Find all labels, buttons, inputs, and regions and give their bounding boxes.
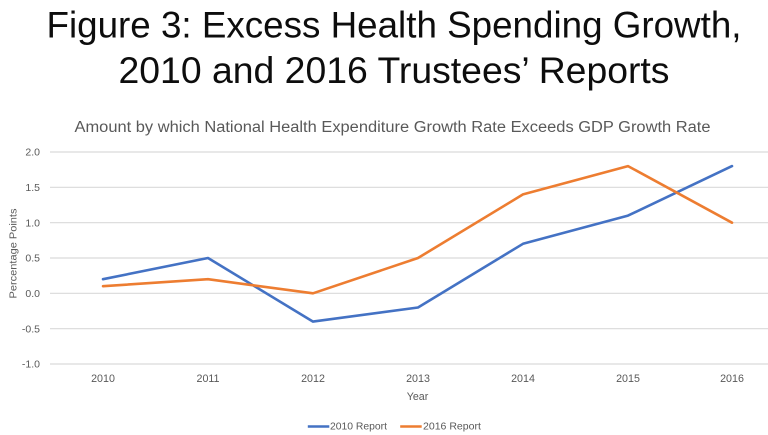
svg-text:2010: 2010 <box>91 373 115 385</box>
svg-text:2016: 2016 <box>720 373 744 385</box>
svg-text:2011: 2011 <box>197 373 220 385</box>
svg-text:Year: Year <box>407 391 429 403</box>
svg-text:1.5: 1.5 <box>25 182 40 194</box>
svg-text:-1.0: -1.0 <box>22 359 40 371</box>
svg-text:2013: 2013 <box>406 373 430 385</box>
svg-text:2016 Report: 2016 Report <box>423 421 481 432</box>
svg-text:2010 Report: 2010 Report <box>330 421 387 432</box>
svg-text:2010 and 2016 Trustees’ Report: 2010 and 2016 Trustees’ Reports <box>119 50 670 91</box>
svg-text:Figure 3: Excess Health Spendi: Figure 3: Excess Health Spending Growth, <box>47 4 742 45</box>
svg-text:2014: 2014 <box>511 373 535 385</box>
svg-text:2012: 2012 <box>301 373 325 385</box>
svg-text:Percentage Points: Percentage Points <box>9 209 20 299</box>
svg-text:2.0: 2.0 <box>25 147 40 159</box>
svg-text:0.5: 0.5 <box>25 253 40 265</box>
svg-text:1.0: 1.0 <box>25 217 40 229</box>
svg-text:2015: 2015 <box>616 373 640 385</box>
svg-text:-0.5: -0.5 <box>22 323 40 335</box>
svg-text:Amount by which National Healt: Amount by which National Health Expendit… <box>75 119 711 136</box>
svg-text:0.0: 0.0 <box>25 288 40 300</box>
